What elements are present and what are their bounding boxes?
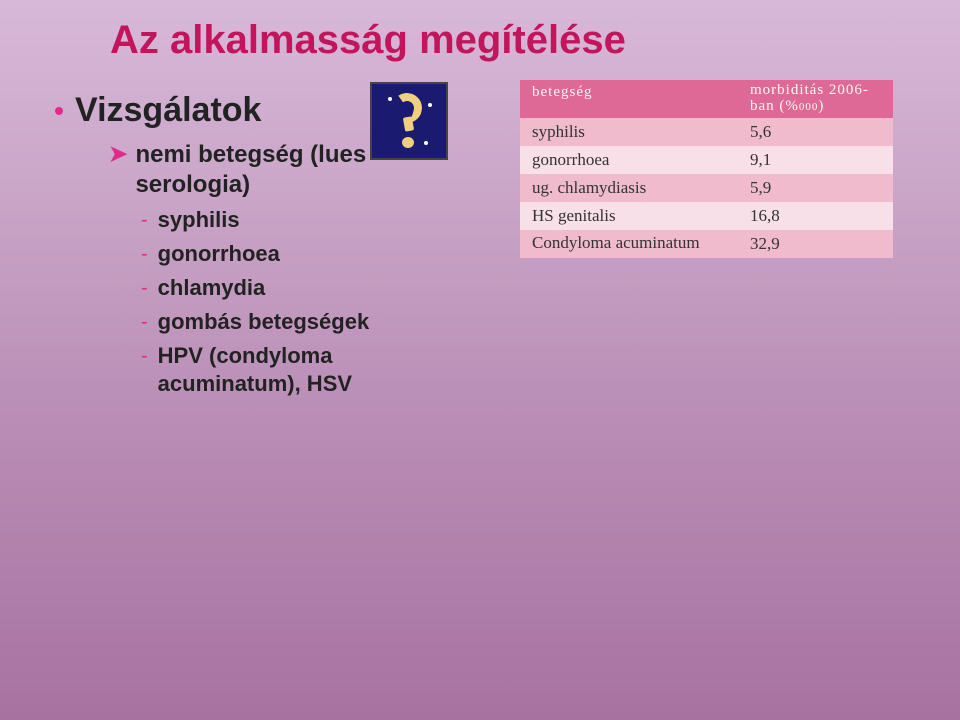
sublist: ➤ nemi betegség (lues serologia) - syphi… (109, 140, 475, 398)
sub-item-dash: - gombás betegségek (141, 308, 475, 336)
morbidity-table: betegség morbiditás 2006- ban (%000) syp… (520, 80, 893, 258)
dash-icon: - (141, 342, 148, 370)
cell-value: 32,9 (738, 230, 893, 258)
cell-disease: syphilis (520, 118, 738, 146)
sub-item-dash: - gonorrhoea (141, 240, 475, 268)
cell-disease: Condyloma acuminatum (520, 230, 738, 258)
question-icon (370, 82, 448, 160)
header-line2: ban (% (750, 98, 799, 114)
dash-icon: - (141, 308, 148, 336)
dash-text: HPV (condyloma acuminatum), HSV (158, 342, 475, 398)
dash-text: chlamydia (158, 274, 266, 302)
table-row: Condyloma acuminatum 32,9 (520, 230, 893, 258)
table-header-morbidity: morbiditás 2006- ban (%000) (738, 80, 893, 118)
dash-text: gonorrhoea (158, 240, 280, 268)
chevron-icon: ➤ (109, 140, 127, 168)
slide: Az alkalmasság megítélése Vizsgálatok ➤ … (0, 0, 960, 404)
cell-disease: HS genitalis (520, 202, 738, 230)
header-close: ) (818, 98, 824, 114)
table-row: HS genitalis 16,8 (520, 202, 893, 230)
sub-item-dash: - syphilis (141, 206, 475, 234)
dash-text: gombás betegségek (158, 308, 370, 336)
cell-value: 5,6 (738, 118, 893, 146)
dash-icon: - (141, 240, 148, 268)
header-line1: morbiditás 2006- (750, 82, 869, 98)
cell-value: 16,8 (738, 202, 893, 230)
cell-value: 5,9 (738, 174, 893, 202)
slide-title: Az alkalmasság megítélése (110, 18, 960, 63)
table-row: gonorrhoea 9,1 (520, 146, 893, 174)
bullet-dot-icon (55, 107, 63, 115)
cell-disease: ug. chlamydiasis (520, 174, 738, 202)
table-row: syphilis 5,6 (520, 118, 893, 146)
table-header-disease: betegség (520, 80, 738, 118)
sub-item-dash: - chlamydia (141, 274, 475, 302)
dash-text: syphilis (158, 206, 240, 234)
cell-value: 9,1 (738, 146, 893, 174)
dash-icon: - (141, 206, 148, 234)
dash-icon: - (141, 274, 148, 302)
header-sub: 000 (799, 101, 819, 113)
cell-disease: gonorrhoea (520, 146, 738, 174)
table-row: ug. chlamydiasis 5,9 (520, 174, 893, 202)
bullet-main-text: Vizsgálatok (75, 91, 261, 130)
sub-item-dash: - HPV (condyloma acuminatum), HSV (141, 342, 475, 398)
table-header-row: betegség morbiditás 2006- ban (%000) (520, 80, 893, 118)
